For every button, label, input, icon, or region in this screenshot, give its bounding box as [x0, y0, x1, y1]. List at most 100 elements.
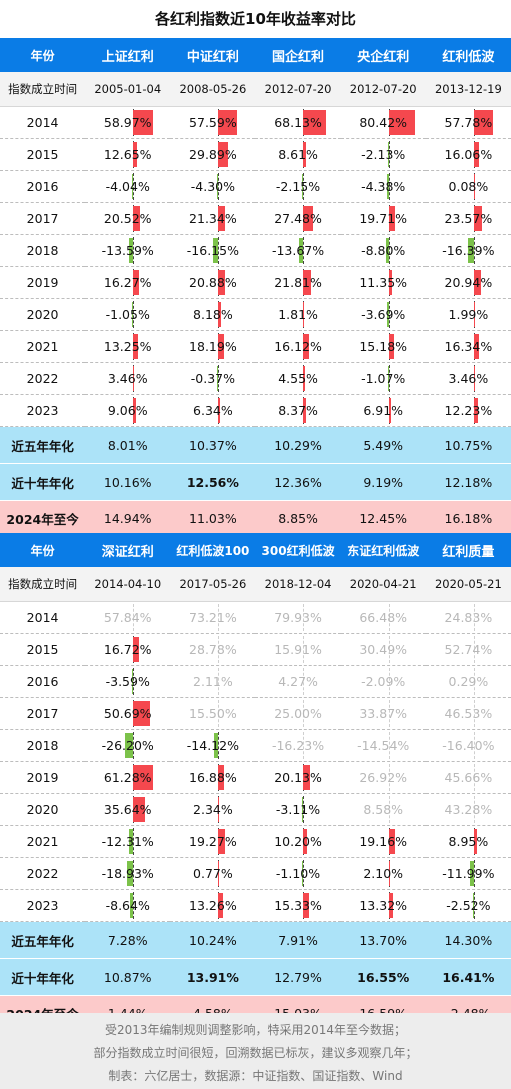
return-cell: 33.87%	[340, 697, 426, 730]
zero-axis-line	[133, 668, 135, 695]
return-value: 18.19%	[189, 339, 237, 354]
return-value: 79.93%	[274, 610, 322, 625]
return-bar-cell: 68.13%	[255, 107, 340, 138]
return-value: 19.71%	[359, 211, 408, 226]
return-value: -0.37%	[190, 371, 235, 386]
year-label: 2016	[0, 170, 86, 203]
return-bar-cell: 6.34%	[170, 395, 255, 426]
return-value: -3.11%	[275, 802, 321, 817]
positive-return-bar	[473, 366, 475, 391]
return-value: 16.72%	[103, 642, 152, 657]
positive-return-bar	[218, 270, 226, 295]
return-cell: 8.37%	[255, 394, 341, 427]
return-bar-cell: 6.91%	[341, 395, 426, 426]
return-bar-cell: 57.84%	[85, 602, 170, 633]
return-value: 21.81%	[274, 275, 322, 290]
year-row: 2020 -1.05% 8.18% 1.81% -3.69% 1.99%	[0, 298, 511, 331]
positive-return-bar	[388, 110, 416, 135]
return-bar-cell: 20.13%	[255, 762, 340, 793]
zero-axis-line	[473, 700, 475, 727]
ytd-value: 16.18%	[425, 500, 511, 536]
header-year: 年份	[0, 533, 86, 567]
annualized-value: 10.75%	[425, 426, 511, 464]
return-value: 13.25%	[103, 339, 152, 354]
zero-axis-line	[388, 173, 390, 200]
year-row: 2014 58.97% 57.59% 68.13% 80.42% 57.78%	[0, 106, 511, 139]
positive-return-bar	[388, 861, 390, 886]
positive-return-bar	[218, 206, 226, 231]
return-bar-cell: 18.19%	[170, 331, 255, 362]
return-value: -1.10%	[275, 866, 321, 881]
positive-return-bar	[388, 270, 393, 295]
return-cell: -13.59%	[85, 234, 171, 267]
returns-table-1: 年份 上证红利 中证红利 国企红利 央企红利 红利低波 指数成立时间 2005-01-04 20…	[0, 38, 511, 536]
positive-return-bar	[473, 829, 477, 854]
return-bar-cell: 2.11%	[170, 666, 255, 697]
return-cell: 26.92%	[340, 761, 426, 794]
header-index-name: 深证红利	[85, 533, 171, 567]
year-label: 2018	[0, 729, 86, 762]
return-bar-cell: 4.55%	[255, 363, 340, 394]
positive-return-bar	[473, 206, 482, 231]
return-cell: 24.83%	[425, 601, 511, 634]
return-cell: -16.23%	[255, 729, 341, 762]
positive-return-bar	[133, 366, 135, 391]
return-bar-cell: 20.52%	[85, 203, 170, 234]
return-cell: -0.37%	[170, 362, 256, 395]
annualized-value: 10.24%	[170, 921, 256, 959]
inception-label: 指数成立时间	[0, 72, 86, 107]
return-value: 15.50%	[189, 706, 237, 721]
positive-return-bar	[303, 366, 305, 391]
return-cell: 45.66%	[425, 761, 511, 794]
year-row: 2021 13.25% 18.19% 16.12% 15.18% 16.34%	[0, 330, 511, 363]
return-value: 8.61%	[278, 147, 318, 162]
zero-axis-line	[133, 892, 135, 919]
inception-date: 2020-04-21	[340, 567, 426, 602]
positive-return-bar	[133, 398, 137, 423]
return-cell: 10.20%	[255, 825, 341, 858]
return-cell: -16.40%	[425, 729, 511, 762]
return-value: -2.52%	[446, 898, 491, 913]
return-bar-cell: 50.69%	[85, 698, 170, 729]
return-bar-cell: 73.21%	[170, 602, 255, 633]
return-cell: 20.13%	[255, 761, 341, 794]
return-value: 20.88%	[189, 275, 237, 290]
return-bar-cell: 12.65%	[85, 139, 170, 170]
year-row: 2023 9.06% 6.34% 8.37% 6.91% 12.23%	[0, 394, 511, 427]
positive-return-bar	[303, 110, 326, 135]
year-row: 2023 -8.64% 13.26% 15.33% 13.32% -2.52%	[0, 889, 511, 922]
return-value: -2.15%	[275, 179, 321, 194]
return-value: 2.11%	[193, 674, 233, 689]
return-value: 15.33%	[274, 898, 322, 913]
year-label: 2018	[0, 234, 86, 267]
annualized-label: 近五年年化	[0, 921, 86, 959]
negative-return-bar	[131, 174, 134, 199]
return-bar-cell: 29.89%	[170, 139, 255, 170]
year-row: 2015 16.72% 28.78% 15.91% 30.49% 52.74%	[0, 633, 511, 666]
annualized-value: 12.36%	[255, 463, 341, 501]
return-bar-cell: 16.06%	[426, 139, 511, 170]
annualized-value: 16.55%	[340, 958, 426, 996]
year-label: 2015	[0, 633, 86, 666]
return-bar-cell: 30.49%	[341, 634, 426, 665]
year-label: 2020	[0, 298, 86, 331]
zero-axis-line	[388, 141, 390, 168]
return-bar-cell: 52.74%	[426, 634, 511, 665]
footer-line-2: 部分指数成立时间很短，回溯数据已标灰，建议多观察几年；	[93, 1046, 418, 1060]
annualized-value: 12.79%	[255, 958, 341, 996]
return-bar-cell: -14.54%	[341, 730, 426, 761]
positive-return-bar	[303, 765, 311, 790]
return-cell: 43.28%	[425, 793, 511, 826]
return-cell: 15.18%	[340, 330, 426, 363]
return-bar-cell: 8.95%	[426, 826, 511, 857]
return-value: 61.28%	[103, 770, 152, 785]
return-cell: -14.54%	[340, 729, 426, 762]
return-cell: 19.27%	[170, 825, 256, 858]
annualized-row: 近五年年化 7.28% 10.24% 7.91% 13.70% 14.30%	[0, 921, 511, 959]
return-bar-cell: 1.81%	[255, 299, 340, 330]
inception-date: 2018-12-04	[255, 567, 341, 602]
zero-axis-line	[303, 668, 305, 695]
return-cell: 19.16%	[340, 825, 426, 858]
return-cell: 2.10%	[340, 857, 426, 890]
